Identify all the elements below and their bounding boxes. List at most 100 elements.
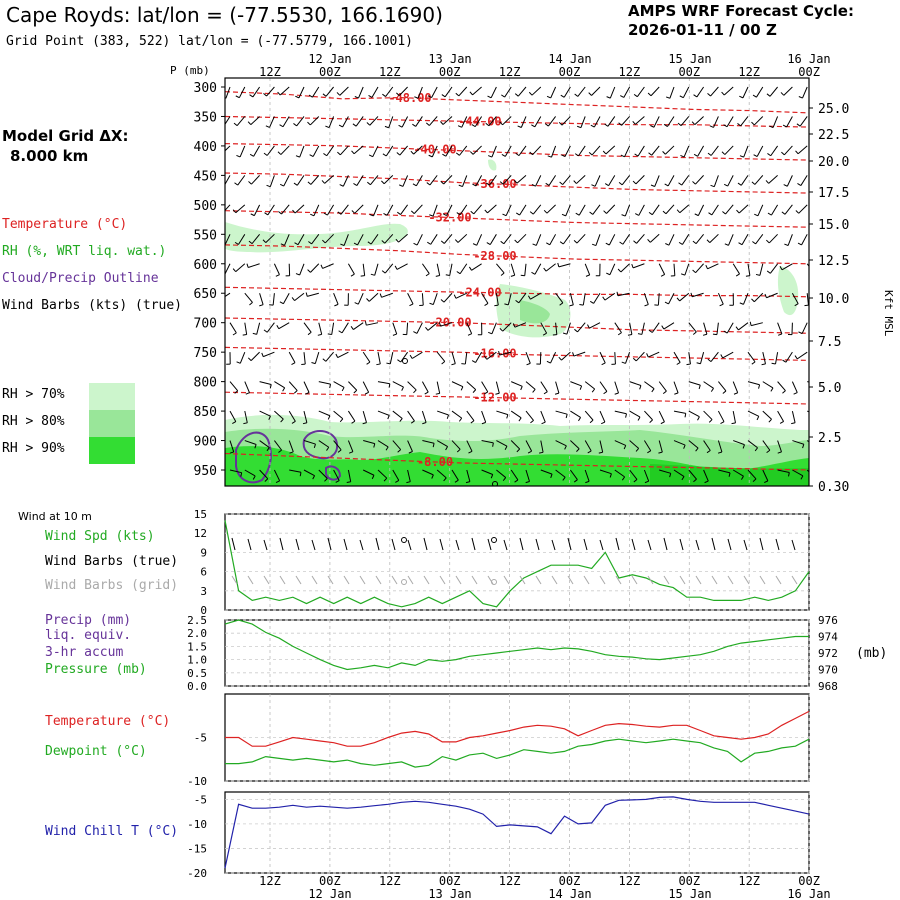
wind-barb-flag xyxy=(376,363,381,366)
height-tick-label: 20.0 xyxy=(818,155,849,170)
wind-barb xyxy=(702,322,708,336)
wind-barb-staff xyxy=(555,410,568,415)
wind-barb-flag xyxy=(352,123,357,127)
wind-barb-flag xyxy=(322,93,327,97)
wind-barb-staff xyxy=(673,410,686,414)
wind-barb xyxy=(525,351,531,366)
wind-barb-staff xyxy=(747,381,760,386)
wind-barb-flag xyxy=(590,124,595,128)
wind-barb-flag xyxy=(401,386,404,391)
wind-barb-flag xyxy=(544,123,549,127)
wind-barb-flag xyxy=(399,418,403,422)
wind-barb xyxy=(599,469,612,478)
wind-barb-staff xyxy=(753,116,764,126)
wind-barb xyxy=(488,322,497,335)
wind-barb-staff xyxy=(787,234,793,246)
wind-barb-staff xyxy=(389,352,394,364)
wind-barb-flag xyxy=(221,273,225,275)
wind-barb-staff xyxy=(688,410,700,418)
wind-barb-flag xyxy=(621,361,626,364)
wind-barb-staff xyxy=(565,204,571,217)
wind-barb-flag xyxy=(532,389,536,393)
wind-barb-staff xyxy=(385,86,394,97)
isotherm-label: -44.00 xyxy=(458,115,501,129)
grid-wind-barb xyxy=(503,575,510,585)
wind-barb-staff xyxy=(754,175,764,185)
wind-barb-staff xyxy=(593,116,601,128)
wind-barb-staff xyxy=(421,293,424,306)
wind-barb-flag xyxy=(341,387,345,392)
wind-barb xyxy=(346,469,352,484)
wind-barb xyxy=(279,292,290,305)
wind-barb xyxy=(767,145,779,157)
wind-barb-flag xyxy=(397,449,402,453)
wind-barb-staff xyxy=(653,116,660,128)
wind-barb xyxy=(718,469,731,477)
legend-precip-accum: 3-hr accum xyxy=(45,645,124,660)
wind-barb-staff xyxy=(599,381,608,392)
wind-barb-flag xyxy=(648,329,653,333)
top-time-tick: 12Z xyxy=(499,65,521,79)
wind-barb-staff xyxy=(606,204,616,214)
wind-barb xyxy=(236,351,246,364)
wind-barb-flag xyxy=(514,239,518,244)
wind-barb-flag xyxy=(364,391,369,395)
wind-barb-staff xyxy=(303,322,312,333)
wind-barb-flag xyxy=(220,124,223,126)
wind-barb-flag xyxy=(327,333,332,336)
wind-barb-staff xyxy=(540,381,548,392)
true-wind-barb xyxy=(567,537,572,551)
wind-barb-flag xyxy=(263,152,268,156)
wind-barb xyxy=(588,86,601,96)
wind-barb xyxy=(575,204,586,216)
wind-barb-flag xyxy=(637,416,641,421)
wind-barb-staff xyxy=(269,175,275,187)
wind-barb-staff xyxy=(644,410,653,421)
wind-barb-flag xyxy=(232,421,237,424)
wind-barb xyxy=(555,440,567,450)
wind-barb-staff xyxy=(244,381,250,393)
wind-barb-flag xyxy=(557,262,560,268)
wind-barb-staff xyxy=(373,204,379,217)
wind-barb xyxy=(353,175,364,186)
wind-barb-staff xyxy=(711,204,719,216)
wind-barb-staff xyxy=(347,410,356,422)
wind-barb xyxy=(303,440,316,449)
wind-barb-staff xyxy=(437,410,449,416)
series-line xyxy=(224,619,809,671)
wind-barb xyxy=(248,175,260,185)
grid-wind-barb xyxy=(439,575,446,585)
wind-barb xyxy=(246,263,260,268)
wind-barb xyxy=(665,234,675,246)
height-tick-label: 7.5 xyxy=(818,335,841,350)
wind-barb-staff xyxy=(658,263,666,275)
wind-barb-flag xyxy=(527,295,531,300)
wind-barb-flag xyxy=(797,183,802,186)
wind-barb-staff xyxy=(713,175,719,187)
wind-barb-flag xyxy=(539,451,544,454)
true-wind-barb xyxy=(583,538,588,551)
wind-barb-flag xyxy=(275,274,280,277)
wind-barb xyxy=(762,410,772,423)
wind-barb-flag xyxy=(691,121,696,125)
grid-wind-barb xyxy=(711,575,718,585)
wind-barb-staff xyxy=(502,175,512,185)
wind-barb-flag xyxy=(525,480,530,484)
wind-barb-staff xyxy=(446,204,453,216)
pressure-tick-label: 700 xyxy=(194,317,217,332)
wind-barb xyxy=(525,469,530,484)
wind-barb xyxy=(248,233,260,245)
wind-barb xyxy=(440,292,453,303)
wind-barb-flag xyxy=(492,442,494,447)
wind-barb-staff xyxy=(722,351,734,359)
wind-barb-staff xyxy=(318,322,323,335)
wind-barb-flag xyxy=(578,417,582,422)
wind-barb-flag xyxy=(721,151,726,155)
wind-barb xyxy=(510,410,522,422)
wind-barb-staff xyxy=(768,175,778,184)
wind-barb-staff xyxy=(756,86,764,98)
wind-barb xyxy=(733,440,745,449)
wind-barb-staff xyxy=(455,292,468,299)
wind-barb-staff xyxy=(511,381,523,387)
wind-barb-staff xyxy=(532,204,542,215)
